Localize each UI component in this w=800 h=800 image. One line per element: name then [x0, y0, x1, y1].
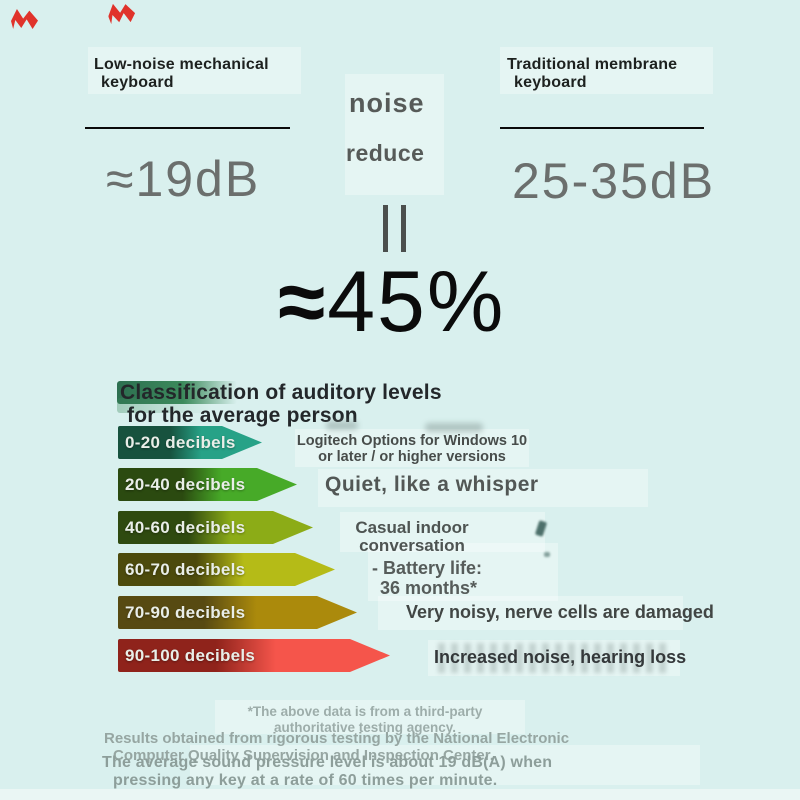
desc-60-70: - Battery life: 36 months*	[372, 558, 482, 598]
reduction-result: ≈45%	[278, 253, 505, 352]
level-arrow-90-100: 90-100 decibels	[118, 639, 390, 672]
heading-line2: for the average person	[127, 403, 358, 427]
footnote-line: pressing any key at a rate of 60 times p…	[113, 772, 498, 789]
desc-line: Casual indoor	[355, 518, 469, 537]
desc-70-90: Very noisy, nerve cells are damaged	[406, 602, 714, 622]
footnote-testing: Results obtained from rigorous testing b…	[104, 730, 569, 764]
level-arrow-20-40: 20-40 decibels	[118, 468, 297, 501]
level-label: 60-70 decibels	[125, 559, 246, 579]
red-brush-mark-icon	[107, 2, 136, 25]
desc-line: or later / or higher versions	[318, 449, 506, 465]
left-noise-value: ≈19dB	[106, 151, 261, 207]
desc-backdrop	[295, 429, 529, 467]
desc-backdrop	[428, 640, 680, 676]
level-arrow-60-70: 60-70 decibels	[118, 553, 335, 586]
right-noise-value: 25-35dB	[512, 153, 716, 209]
level-label: 0-20 decibels	[125, 432, 236, 452]
center-backdrop	[345, 74, 444, 195]
left-title-line2: keyboard	[101, 73, 174, 91]
footnote-line: Results obtained from rigorous testing b…	[104, 730, 570, 747]
desc-20-40: Quiet, like a whisper	[325, 473, 539, 496]
smudge-artifact	[425, 423, 483, 432]
desc-0-20: Logitech Options for Windows 10 or later…	[296, 433, 528, 465]
right-title-line1: Traditional membrane	[507, 56, 678, 73]
bottom-strip	[0, 789, 800, 800]
level-arrow-0-20: 0-20 decibels	[118, 426, 262, 459]
noise-word: noise	[349, 88, 425, 118]
desc-backdrop	[378, 596, 683, 630]
smudge-artifact	[544, 552, 550, 557]
right-title-backdrop	[500, 47, 713, 94]
level-arrow-70-90: 70-90 decibels	[118, 596, 357, 629]
heading-green-highlight	[117, 381, 237, 404]
desc-backdrop	[340, 512, 545, 552]
left-keyboard-title: Low-noise mechanical keyboard	[94, 56, 269, 91]
left-title-line1: Low-noise mechanical	[94, 56, 269, 73]
blurred-ghost-text	[438, 643, 670, 673]
desc-backdrop	[318, 469, 648, 507]
level-label: 90-100 decibels	[125, 645, 256, 665]
level-arrow-40-60: 40-60 decibels	[118, 511, 313, 544]
level-label: 70-90 decibels	[125, 602, 246, 622]
red-brush-mark-icon	[11, 9, 38, 29]
right-underline	[500, 127, 704, 129]
footnote-line: *The above data is from a third-party	[247, 704, 483, 719]
footnote-line: authoritative testing agency.	[273, 719, 457, 735]
desc-line: conversation	[359, 536, 465, 555]
right-keyboard-title: Traditional membrane keyboard	[507, 56, 677, 91]
heading-line1: Classification of auditory levels	[120, 381, 442, 404]
footnote-backdrop	[190, 745, 700, 785]
equals-bar-left	[383, 205, 388, 252]
footnote-sound-pressure: The average sound pressure level is abou…	[102, 754, 552, 790]
result-percent: 45%	[327, 254, 506, 350]
reduce-word: reduce	[346, 140, 425, 166]
desc-90-100: Increased noise, hearing loss	[434, 647, 687, 667]
footnote-line: The average sound pressure level is abou…	[102, 754, 553, 771]
level-label: 20-40 decibels	[125, 474, 246, 494]
approx-symbol: ≈	[278, 254, 328, 350]
desc-line: Logitech Options for Windows 10	[296, 433, 528, 449]
footnote-backdrop	[215, 700, 525, 734]
level-label: 40-60 decibels	[125, 517, 246, 537]
classification-heading: Classification of auditory levels for th…	[120, 381, 442, 427]
left-underline	[85, 127, 290, 129]
left-title-backdrop	[88, 47, 301, 94]
desc-40-60: Casual indoor conversation	[349, 519, 475, 555]
desc-line: 36 months*	[380, 578, 478, 598]
equals-bar-right	[401, 205, 406, 252]
footnote-line: Computer Quality Supervision and Inspect…	[113, 747, 494, 764]
smudge-artifact	[326, 421, 358, 430]
right-title-line2: keyboard	[514, 73, 587, 91]
desc-backdrop	[368, 543, 558, 601]
heading-green-highlight-fade	[117, 398, 212, 413]
footnote-agency: *The above data is from a third-party au…	[205, 704, 525, 735]
desc-line: - Battery life:	[372, 558, 483, 578]
